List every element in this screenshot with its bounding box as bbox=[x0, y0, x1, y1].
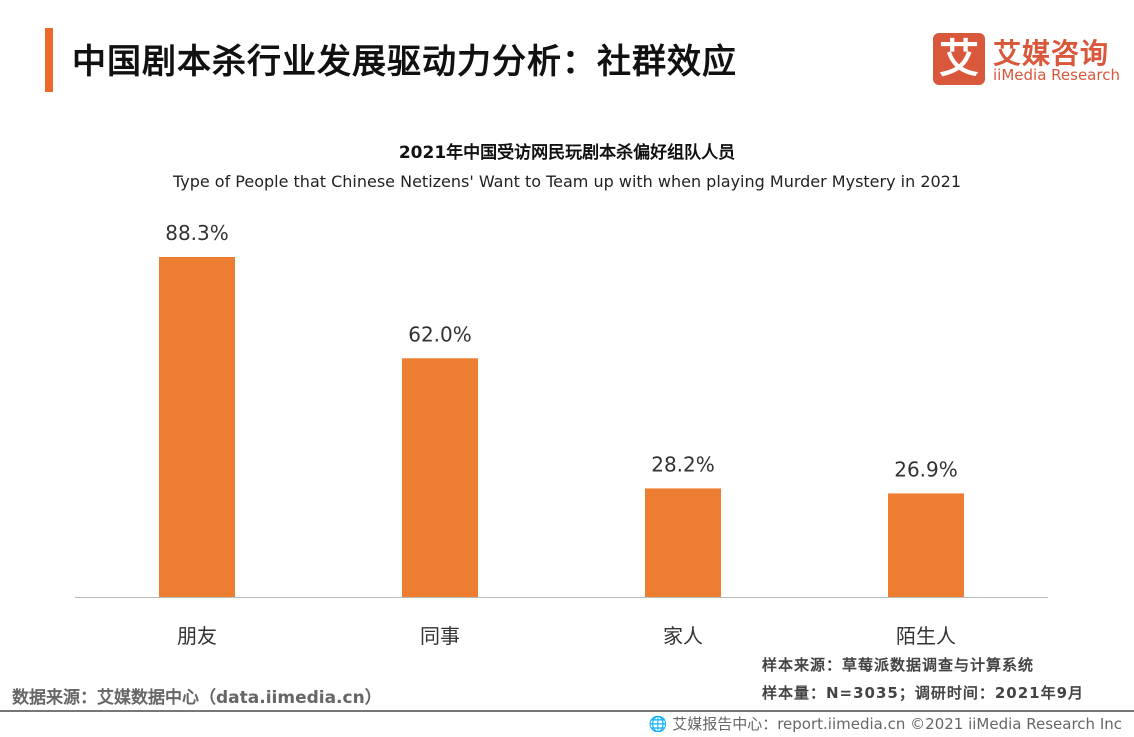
sample-size: 样本量：N=3035；调研时间：2021年9月 bbox=[762, 684, 1085, 702]
sample-source: 样本来源：草莓派数据调查与计算系统 bbox=[762, 656, 1035, 674]
bar-2 bbox=[645, 488, 721, 597]
page-title: 中国剧本杀行业发展驱动力分析：社群效应 bbox=[72, 42, 737, 82]
category-label: 陌生人 bbox=[896, 624, 956, 648]
data-label: 26.9% bbox=[894, 457, 958, 481]
logo-en: iiMedia Research bbox=[993, 66, 1120, 84]
bar-0 bbox=[159, 257, 235, 597]
category-label: 同事 bbox=[420, 624, 460, 648]
data-label: 62.0% bbox=[408, 322, 472, 346]
footer-divider bbox=[0, 710, 1134, 712]
chart-subtitle: Type of People that Chinese Netizens' Wa… bbox=[172, 172, 962, 191]
category-label: 家人 bbox=[663, 624, 703, 648]
category-label: 朋友 bbox=[177, 624, 217, 648]
logo-cn: 艾媒咨询 bbox=[993, 37, 1110, 70]
data-source: 数据来源：艾媒数据中心（data.iimedia.cn） bbox=[12, 688, 382, 708]
data-label: 88.3% bbox=[165, 221, 229, 245]
bar-1 bbox=[402, 358, 478, 597]
chart-title: 2021年中国受访网民玩剧本杀偏好组队人员 bbox=[398, 143, 736, 163]
logo-icon: 艾 bbox=[933, 33, 985, 85]
footer-report: 🌐 艾媒报告中心：report.iimedia.cn ©2021 iiMedia… bbox=[649, 713, 1122, 734]
footer-report-text: 艾媒报告中心：report.iimedia.cn ©2021 iiMedia R… bbox=[672, 715, 1122, 733]
bar-3 bbox=[888, 493, 964, 597]
data-label: 28.2% bbox=[651, 452, 715, 476]
title-accent-bar bbox=[45, 28, 53, 92]
globe-icon: 🌐 bbox=[648, 715, 673, 733]
